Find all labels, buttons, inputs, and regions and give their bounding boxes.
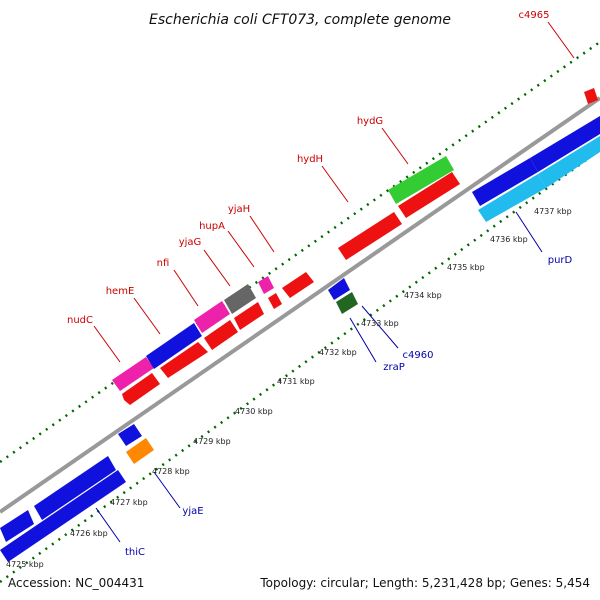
tick-label: 4737 kbp — [534, 207, 572, 216]
label-leader — [173, 269, 199, 307]
gene-label-yjaG[interactable]: yjaG — [179, 237, 202, 248]
label-leader — [203, 249, 231, 287]
gene-label-yjaH[interactable]: yjaH — [228, 204, 250, 215]
feature-block[interactable] — [126, 438, 154, 464]
feature-block[interactable] — [118, 424, 142, 446]
label-leader — [321, 165, 349, 203]
gene-label-purD[interactable]: purD — [548, 255, 573, 266]
feature-block[interactable] — [160, 342, 208, 378]
tick-label: 4732 kbp — [319, 348, 357, 357]
reverse-gene-labels: thiC yjaE zraP c4960 purD — [95, 211, 573, 558]
feature-block[interactable] — [234, 302, 264, 330]
accession-text: Accession: NC_004431 — [8, 576, 145, 590]
feature-block[interactable] — [328, 278, 350, 300]
label-leader — [547, 21, 575, 59]
feature-block[interactable] — [34, 456, 116, 520]
feature-block[interactable] — [584, 88, 598, 104]
tick-label: 4727 kbp — [110, 498, 148, 507]
feature-block[interactable] — [204, 320, 238, 350]
feature-block[interactable] — [472, 158, 538, 206]
label-leader — [95, 507, 121, 543]
forward-features — [112, 88, 598, 405]
feature-block[interactable] — [338, 212, 402, 260]
tick-label: 4729 kbp — [193, 437, 231, 446]
map-title: Escherichia coli CFT073, complete genome — [149, 12, 451, 28]
label-leader — [227, 230, 255, 268]
feature-block[interactable] — [0, 470, 126, 562]
feature-block[interactable] — [538, 136, 600, 188]
gene-label-hemE[interactable]: hemE — [106, 286, 135, 297]
label-leader — [93, 325, 121, 363]
gene-label-c4960[interactable]: c4960 — [403, 350, 434, 361]
feature-block[interactable] — [398, 172, 460, 218]
gene-label-nfi[interactable]: nfi — [157, 258, 170, 269]
feature-block[interactable] — [258, 276, 274, 294]
feature-block[interactable] — [224, 284, 256, 314]
tick-label: 4726 kbp — [70, 529, 108, 538]
gene-label-yjaE[interactable]: yjaE — [182, 506, 203, 517]
gene-label-hydG[interactable]: hydG — [357, 116, 383, 127]
label-leader — [381, 127, 409, 165]
kbp-tick-labels: 4725 kbp 4726 kbp 4727 kbp 4728 kbp 4729… — [6, 207, 572, 569]
feature-block[interactable] — [336, 292, 358, 314]
label-leader — [515, 211, 543, 253]
tick-label: 4728 kbp — [152, 467, 190, 476]
tick-label: 4731 kbp — [277, 377, 315, 386]
feature-block[interactable] — [194, 301, 230, 333]
label-leader — [249, 215, 275, 253]
label-leader — [361, 305, 399, 349]
feature-block[interactable] — [112, 357, 154, 391]
gene-label-hupA[interactable]: hupA — [199, 221, 225, 232]
genome-summary-text: Topology: circular; Length: 5,231,428 bp… — [260, 576, 590, 590]
feature-block[interactable] — [146, 323, 202, 369]
feature-block[interactable] — [268, 293, 282, 309]
gene-label-nudC[interactable]: nudC — [67, 315, 93, 326]
label-leader — [133, 297, 161, 335]
gene-label-c4965[interactable]: c4965 — [519, 10, 550, 21]
reverse-features — [0, 116, 600, 562]
gene-label-zraP[interactable]: zraP — [383, 362, 405, 373]
feature-block[interactable] — [478, 174, 546, 222]
feature-block[interactable] — [530, 116, 600, 172]
label-leader — [349, 317, 377, 363]
feature-block[interactable] — [122, 373, 160, 405]
tick-label: 4733 kbp — [361, 319, 399, 328]
feature-block[interactable] — [0, 510, 34, 542]
gene-label-thiC[interactable]: thiC — [125, 547, 145, 558]
tick-label: 4735 kbp — [447, 263, 485, 272]
feature-block[interactable] — [388, 156, 454, 204]
inner-tick-ring — [0, 148, 600, 584]
genome-backbone — [0, 96, 600, 514]
forward-gene-labels: nudC hemE nfi yjaG hupA yjaH hydH hydG c… — [67, 10, 575, 363]
tick-label: 4736 kbp — [490, 235, 528, 244]
tick-label: 4725 kbp — [6, 560, 44, 569]
gene-label-hydH[interactable]: hydH — [297, 154, 323, 165]
tick-label: 4734 kbp — [404, 291, 442, 300]
label-leader — [153, 471, 181, 509]
feature-block[interactable] — [282, 272, 314, 298]
tick-label: 4730 kbp — [235, 407, 273, 416]
outer-tick-ring — [0, 40, 600, 464]
